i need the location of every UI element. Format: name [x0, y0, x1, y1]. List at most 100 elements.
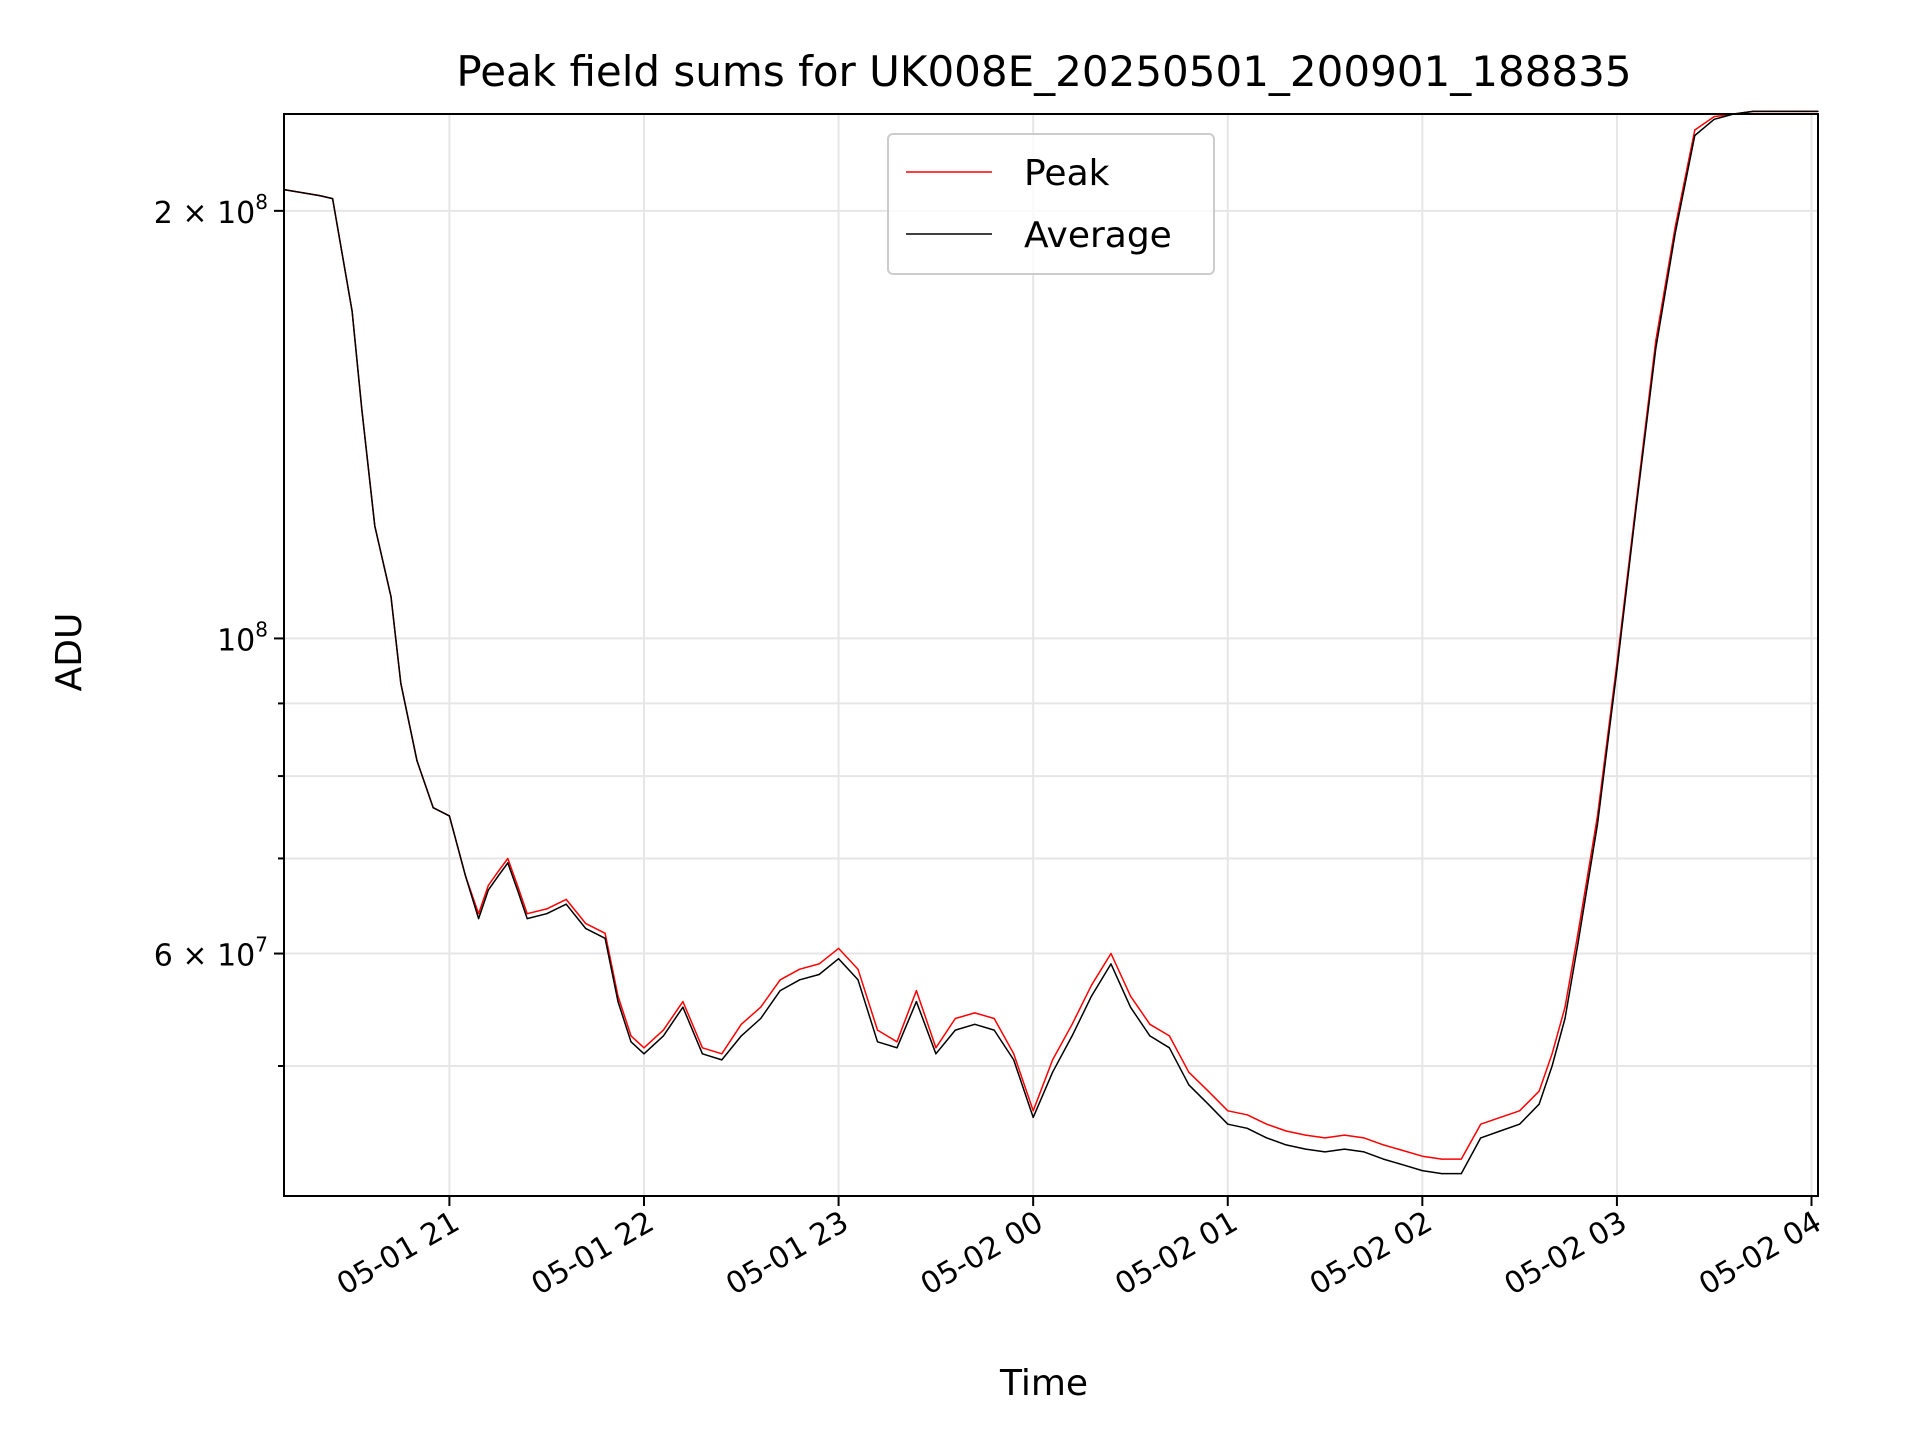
data-point	[478, 918, 480, 920]
data-point	[799, 968, 801, 970]
data-point	[1129, 995, 1132, 997]
data-point	[1246, 1127, 1248, 1129]
plot-frame	[283, 113, 1819, 1197]
data-point	[974, 1023, 976, 1025]
data-point	[1421, 1170, 1423, 1172]
data-point	[1363, 1137, 1365, 1139]
data-point	[478, 913, 480, 915]
data-point	[1227, 1123, 1229, 1125]
data-point	[1538, 1090, 1540, 1092]
data-point	[1382, 1158, 1384, 1160]
data-point	[1577, 942, 1579, 944]
data-point	[1188, 1071, 1190, 1073]
data-point	[1772, 110, 1774, 112]
data-point	[1207, 1103, 1209, 1105]
y-tick-base: 10	[217, 623, 255, 658]
data-point	[390, 596, 392, 598]
legend: Peak Average	[887, 133, 1215, 275]
data-point	[1499, 1116, 1501, 1118]
data-point	[1129, 1006, 1132, 1008]
data-point	[319, 195, 321, 197]
data-point	[1052, 1071, 1054, 1073]
data-point	[760, 1017, 762, 1020]
data-point	[400, 682, 402, 684]
y-tick-label: 6 × 107	[154, 933, 268, 974]
data-point	[1188, 1084, 1190, 1086]
data-point	[896, 1047, 898, 1049]
data-point	[721, 1059, 723, 1061]
data-point	[740, 1023, 742, 1025]
y-tick-label: 2 × 108	[154, 190, 268, 231]
data-point	[1324, 1151, 1326, 1153]
data-point	[565, 903, 567, 905]
data-point	[1804, 110, 1806, 112]
legend-box	[887, 133, 1215, 275]
data-point	[361, 408, 363, 410]
data-point	[1519, 1123, 1521, 1125]
data-point	[1266, 1123, 1268, 1125]
data-point	[1674, 225, 1676, 228]
data-point	[1285, 1144, 1287, 1146]
data-point	[1577, 932, 1579, 934]
data-point	[351, 310, 353, 312]
data-point	[1480, 1123, 1482, 1125]
data-point	[740, 1035, 742, 1037]
data-point	[1616, 669, 1618, 671]
data-point	[1207, 1090, 1209, 1092]
x-axis-label: Time	[999, 1363, 1088, 1404]
data-point	[1266, 1137, 1268, 1139]
data-point	[526, 918, 528, 920]
data-point	[1168, 1047, 1170, 1049]
data-point	[1052, 1059, 1054, 1061]
data-point	[1551, 1053, 1553, 1055]
data-point	[643, 1053, 645, 1055]
data-point	[799, 979, 801, 981]
data-point	[1564, 1006, 1566, 1008]
data-point	[915, 990, 918, 992]
data-point	[993, 1029, 995, 1031]
data-point	[818, 973, 820, 976]
data-point	[1285, 1130, 1287, 1132]
data-point	[1441, 1173, 1443, 1175]
data-point	[701, 1053, 704, 1055]
data-point	[1694, 134, 1696, 137]
data-point	[682, 1006, 684, 1008]
y-tick-exponent: 8	[255, 617, 268, 641]
data-point	[1480, 1137, 1482, 1139]
y-axis-label: ADU	[49, 613, 90, 692]
data-point	[1817, 110, 1819, 112]
data-point	[1596, 823, 1599, 825]
data-point	[1110, 963, 1112, 965]
data-point	[1013, 1059, 1015, 1061]
data-point	[779, 979, 781, 981]
legend-label-peak: Peak	[1024, 153, 1110, 194]
data-point	[1090, 995, 1093, 997]
series-layer	[283, 110, 1819, 1175]
data-point	[974, 1012, 976, 1014]
data-point	[497, 875, 499, 877]
y-tick-exponent: 7	[255, 933, 268, 957]
data-point	[1402, 1164, 1404, 1166]
legend-label-average: Average	[1024, 215, 1172, 256]
data-point	[1168, 1035, 1170, 1037]
data-point	[1655, 340, 1657, 342]
data-point	[604, 932, 606, 934]
data-point	[374, 525, 376, 527]
data-point	[604, 937, 606, 939]
data-point	[1499, 1130, 1501, 1132]
data-point	[416, 760, 418, 762]
data-point	[1460, 1158, 1462, 1160]
data-point	[1791, 110, 1793, 112]
chart-title: Peak field sums for UK008E_20250501_2009…	[456, 47, 1631, 96]
data-point	[779, 990, 781, 992]
data-point	[1343, 1148, 1346, 1150]
data-point	[630, 1035, 632, 1037]
data-point	[935, 1053, 937, 1055]
data-point	[682, 1001, 684, 1003]
data-point	[1538, 1103, 1540, 1105]
data-point	[1305, 1134, 1307, 1136]
data-point	[432, 807, 434, 809]
data-point	[662, 1029, 665, 1031]
data-point	[585, 927, 587, 930]
data-point	[1343, 1134, 1346, 1136]
